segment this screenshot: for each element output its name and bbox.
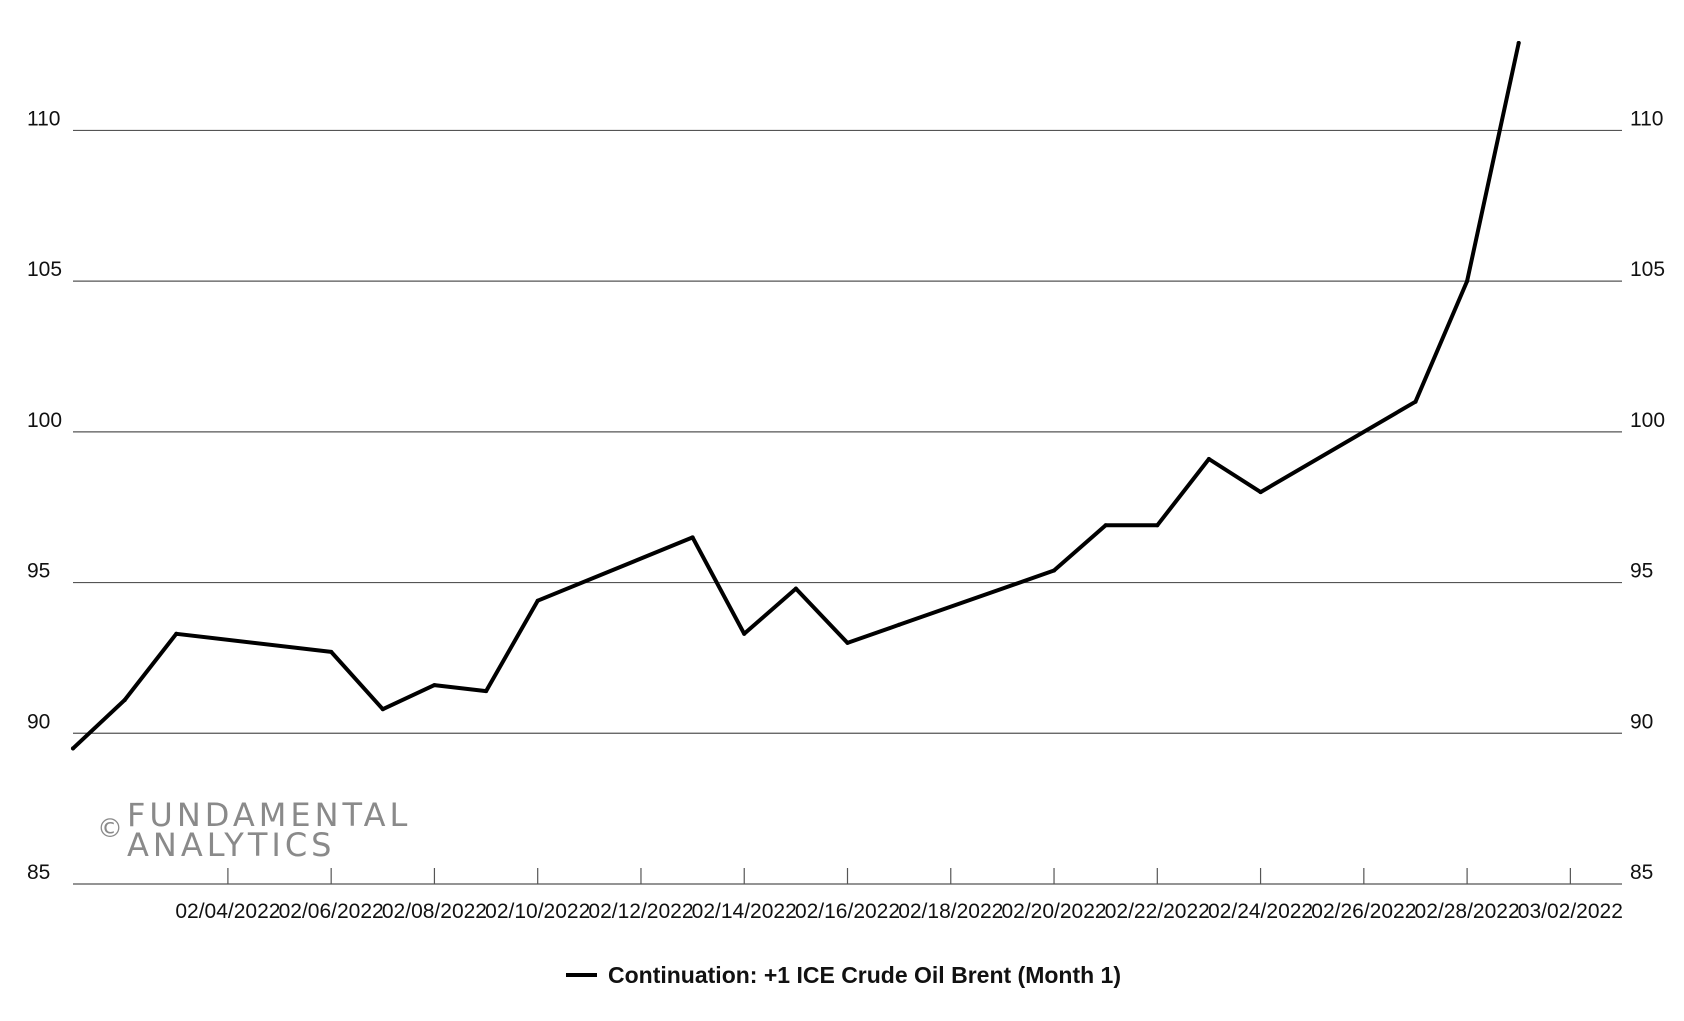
y-tick-left-105: 105	[27, 258, 62, 281]
y-tick-right-110: 110	[1630, 107, 1663, 130]
legend: Continuation: +1 ICE Crude Oil Brent (Mo…	[566, 962, 1121, 988]
x-tick-label-6: 02/16/2022	[795, 900, 900, 923]
data-point-0-2	[174, 631, 179, 636]
x-tick-label-11: 02/26/2022	[1311, 900, 1416, 923]
series-line-0	[71, 41, 1521, 751]
x-axis: 02/04/202202/06/202202/08/202202/10/2022…	[175, 868, 1623, 923]
y-tick-left-100: 100	[27, 409, 62, 432]
watermark-line1: FUNDAMENTAL	[127, 796, 411, 834]
y-tick-right-105: 105	[1630, 258, 1665, 281]
y-axis-left: 85 90 95 100 105 110	[27, 107, 62, 884]
watermark-line2: ANALYTICS	[127, 826, 335, 864]
series-layer	[71, 41, 1521, 751]
y-tick-right-85: 85	[1630, 861, 1653, 884]
y-axis-right: 85 90 95 100 105 110	[1630, 107, 1665, 884]
x-tick-label-12: 02/28/2022	[1415, 900, 1520, 923]
legend-label: Continuation: +1 ICE Crude Oil Brent (Mo…	[608, 962, 1121, 988]
data-point-0-14	[1103, 523, 1108, 528]
data-point-0-7	[535, 598, 540, 603]
data-point-0-9	[742, 631, 747, 636]
y-tick-left-85: 85	[27, 861, 50, 884]
data-point-0-11	[845, 640, 850, 645]
y-tick-right-90: 90	[1630, 710, 1653, 733]
data-point-0-12	[897, 622, 902, 627]
x-tick-label-7: 02/18/2022	[898, 900, 1003, 923]
data-point-0-8	[690, 535, 695, 540]
data-point-0-15	[1155, 523, 1160, 528]
y-tick-left-90: 90	[27, 710, 50, 733]
x-tick-label-13: 03/02/2022	[1518, 900, 1623, 923]
watermark-copyright-symbol: ©	[97, 814, 123, 844]
y-tick-left-95: 95	[27, 560, 50, 583]
x-tick-label-0: 02/04/2022	[175, 900, 280, 923]
y-tick-right-95: 95	[1630, 560, 1653, 583]
x-tick-label-4: 02/12/2022	[588, 900, 693, 923]
x-tick-label-5: 02/14/2022	[692, 900, 797, 923]
data-point-0-10	[793, 586, 798, 591]
data-point-0-20	[1516, 41, 1521, 45]
data-point-0-13	[1052, 568, 1056, 573]
data-point-0-17	[1258, 490, 1263, 495]
x-tick-label-9: 02/22/2022	[1105, 900, 1210, 923]
x-tick-label-8: 02/20/2022	[1001, 900, 1106, 923]
data-point-0-16	[1206, 457, 1211, 461]
data-point-0-18	[1413, 399, 1418, 404]
data-point-0-5	[432, 683, 437, 688]
watermark-logo: © FUNDAMENTAL ANALYTICS	[97, 796, 411, 864]
x-tick-label-2: 02/08/2022	[382, 900, 487, 923]
data-point-0-19	[1465, 279, 1470, 284]
x-tick-label-10: 02/24/2022	[1208, 900, 1313, 923]
data-point-0-6	[484, 689, 489, 694]
x-tick-label-1: 02/06/2022	[279, 900, 384, 923]
x-tick-label-3: 02/10/2022	[485, 900, 590, 923]
data-point-0-1	[122, 698, 127, 703]
grid-layer	[73, 129, 1622, 885]
data-point-0-4	[380, 707, 385, 712]
data-point-0-3	[329, 649, 334, 654]
data-point-0-0	[71, 746, 75, 751]
y-tick-right-100: 100	[1630, 409, 1665, 432]
y-tick-left-110: 110	[27, 107, 60, 130]
